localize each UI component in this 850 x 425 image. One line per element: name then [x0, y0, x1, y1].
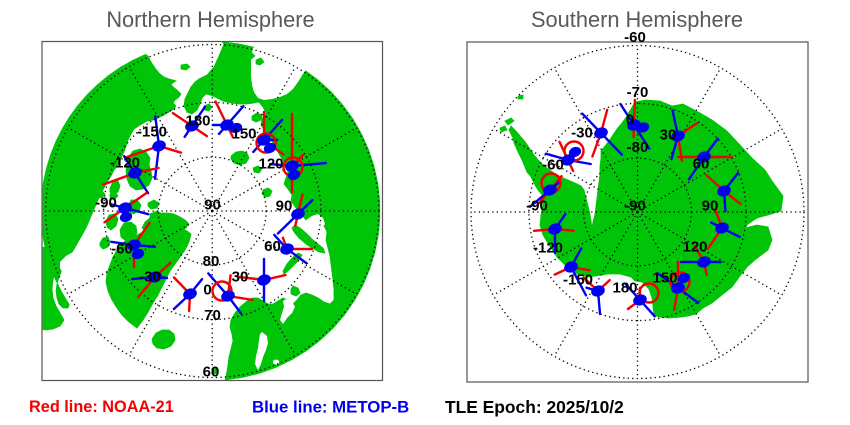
svg-text:Northern Hemisphere: Northern Hemisphere: [106, 7, 314, 32]
svg-text:90: 90: [276, 198, 293, 215]
svg-text:60: 60: [693, 156, 710, 173]
svg-text:-70: -70: [627, 84, 649, 101]
svg-text:-90: -90: [624, 198, 646, 215]
svg-text:70: 70: [204, 307, 221, 324]
svg-text:-60: -60: [111, 241, 133, 258]
svg-text:0: 0: [203, 282, 211, 299]
svg-text:90: 90: [702, 198, 719, 215]
svg-text:30: 30: [660, 127, 677, 144]
svg-text:-120: -120: [533, 240, 563, 257]
svg-text:150: 150: [231, 126, 256, 143]
svg-text:60: 60: [264, 238, 281, 255]
svg-text:150: 150: [652, 270, 677, 287]
svg-text:60: 60: [203, 364, 220, 381]
svg-text:90: 90: [204, 197, 221, 214]
svg-text:-30: -30: [139, 269, 161, 286]
svg-text:180: 180: [185, 113, 210, 130]
svg-text:-30: -30: [571, 125, 593, 142]
svg-text:180: 180: [612, 280, 637, 297]
svg-text:30: 30: [232, 269, 249, 286]
svg-text:-120: -120: [110, 155, 140, 172]
svg-text:120: 120: [258, 156, 283, 173]
svg-text:120: 120: [682, 239, 707, 256]
svg-text:Blue line: METOP-B: Blue line: METOP-B: [252, 398, 409, 417]
svg-text:Red line: NOAA-21: Red line: NOAA-21: [29, 398, 174, 416]
svg-text:-80: -80: [627, 139, 649, 156]
svg-text:-150: -150: [137, 124, 167, 141]
svg-text:80: 80: [203, 253, 220, 270]
svg-text:-60: -60: [542, 157, 564, 174]
svg-text:-90: -90: [95, 195, 117, 212]
svg-text:0: 0: [626, 112, 634, 129]
svg-text:-90: -90: [526, 198, 548, 215]
svg-text:-60: -60: [624, 29, 646, 46]
svg-text:-150: -150: [563, 272, 593, 289]
svg-text:Southern Hemisphere: Southern Hemisphere: [531, 7, 743, 32]
svg-text:TLE Epoch: 2025/10/2: TLE Epoch: 2025/10/2: [445, 397, 624, 417]
